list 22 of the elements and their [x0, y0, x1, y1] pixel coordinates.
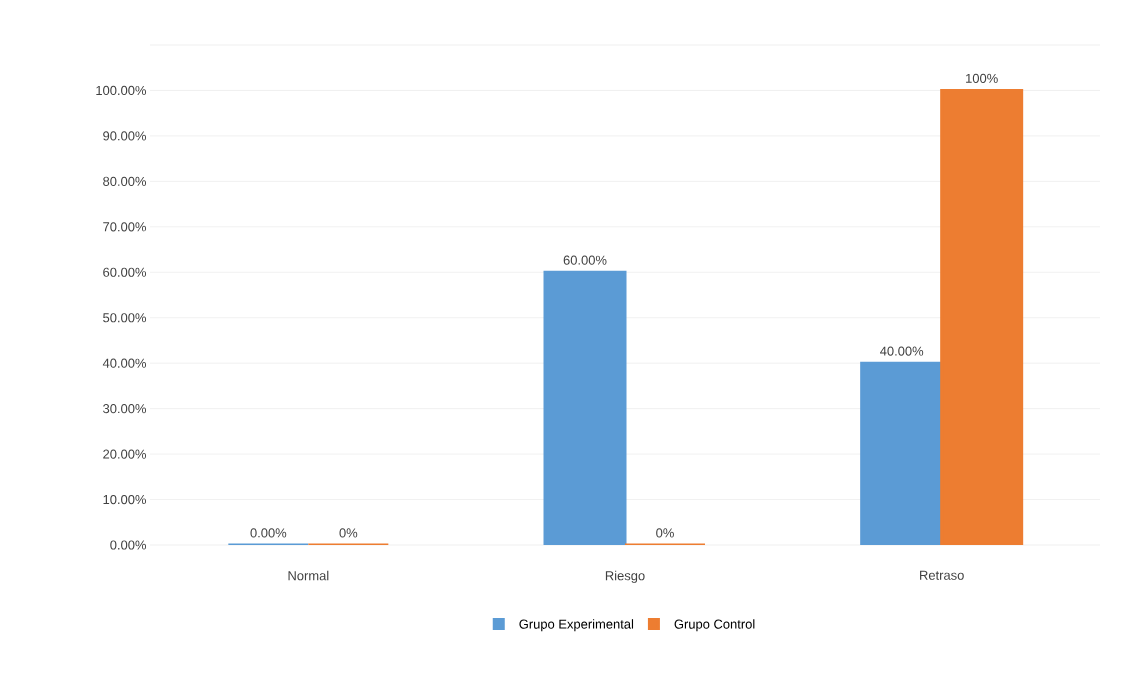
legend-label: Grupo Control — [674, 619, 755, 632]
legend-label: Grupo Experimental — [519, 619, 634, 632]
y-tick-label: 80.00% — [103, 176, 147, 186]
y-tick-label: 40.00% — [102, 358, 147, 368]
y-tick-label: 100.00% — [96, 85, 147, 96]
data-label: 40.00% — [880, 346, 924, 356]
data-label: 0.00% — [250, 528, 287, 538]
y-tick-label: 0.00% — [110, 540, 147, 550]
y-tick-label: 20.00% — [103, 449, 147, 459]
y-tick-label: 30.00% — [103, 404, 147, 414]
y-tick-label: 50.00% — [103, 313, 147, 323]
y-tick-label: 70.00% — [103, 222, 147, 232]
x-tick-label: Retraso — [920, 570, 964, 580]
x-tick-label: Normal — [288, 570, 329, 581]
y-tick-label: 10.00% — [103, 494, 147, 505]
data-label: 100% — [966, 73, 998, 83]
y-tick-label: 90.00% — [103, 131, 147, 141]
x-tick-label: Riesgo — [605, 570, 645, 583]
y-tick-label: 60.00% — [103, 267, 147, 277]
data-label: 60.00% — [563, 255, 607, 265]
data-label: 0% — [656, 528, 674, 538]
data-label: 0% — [339, 528, 358, 538]
